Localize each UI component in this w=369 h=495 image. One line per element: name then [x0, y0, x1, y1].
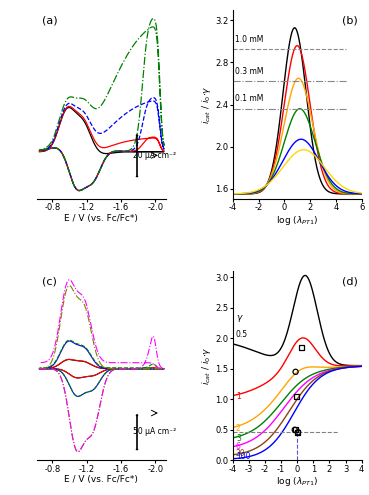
Point [293, 392, 299, 400]
Point [293, 426, 299, 434]
Text: 3: 3 [236, 434, 241, 443]
Y-axis label: $i_{cat}$ / $i_0$$\cdot$$\gamma$: $i_{cat}$ / $i_0$$\cdot$$\gamma$ [200, 346, 213, 385]
Text: (c): (c) [42, 277, 57, 287]
Text: 0.3 mM: 0.3 mM [235, 67, 264, 76]
Text: (b): (b) [342, 15, 358, 26]
Text: 100: 100 [236, 452, 251, 461]
X-axis label: E / V (vs. Fc/Fc*): E / V (vs. Fc/Fc*) [65, 475, 138, 484]
X-axis label: log ($\lambda_{PT1}$): log ($\lambda_{PT1}$) [276, 214, 318, 227]
Text: 1: 1 [236, 392, 241, 400]
Text: 0.1 mM: 0.1 mM [235, 95, 264, 103]
Text: 50 μA cm⁻²: 50 μA cm⁻² [133, 428, 176, 437]
Text: 20 μA cm⁻²: 20 μA cm⁻² [133, 151, 176, 160]
Text: 0.5: 0.5 [236, 330, 248, 339]
Text: 1.0 mM: 1.0 mM [235, 35, 264, 44]
Text: (d): (d) [342, 277, 358, 287]
X-axis label: log ($\lambda_{PT1}$): log ($\lambda_{PT1}$) [276, 475, 318, 488]
Y-axis label: $i_{cat}$ / $i_0$$\cdot$$\gamma$: $i_{cat}$ / $i_0$$\cdot$$\gamma$ [200, 85, 213, 124]
Point [292, 426, 298, 434]
Text: (a): (a) [42, 15, 58, 26]
Text: 2: 2 [236, 424, 241, 433]
Point [294, 428, 300, 436]
Point [298, 344, 304, 351]
Text: 20: 20 [236, 449, 246, 458]
Text: $\gamma$: $\gamma$ [236, 313, 244, 324]
Text: 6: 6 [236, 443, 241, 451]
Point [293, 368, 299, 376]
X-axis label: E / V (vs. Fc/Fc*): E / V (vs. Fc/Fc*) [65, 214, 138, 223]
Point [295, 428, 301, 436]
